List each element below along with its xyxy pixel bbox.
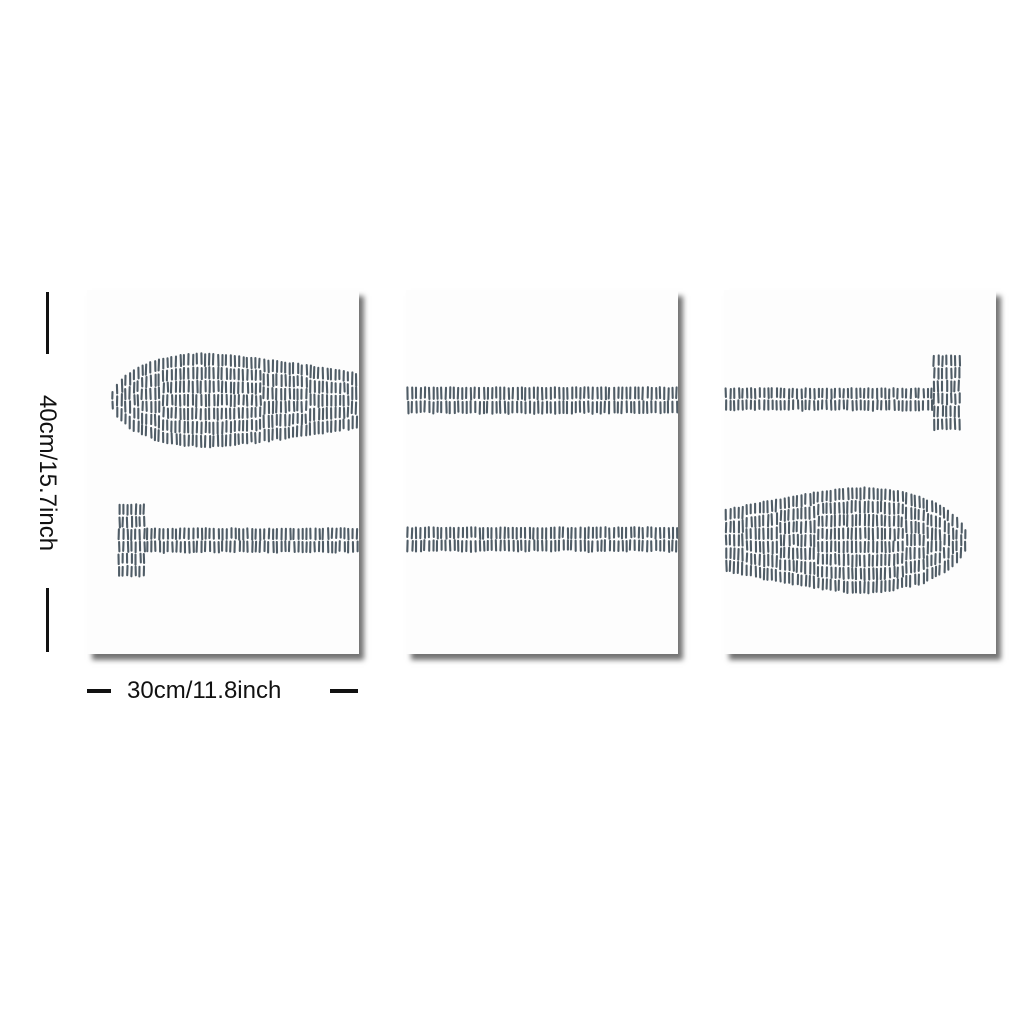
height-dimension-bar-top <box>46 292 49 354</box>
canvas-panel-middle <box>406 290 678 654</box>
paddle-blade <box>111 352 359 449</box>
paddle-grip <box>932 354 962 432</box>
paddle-shaft-bottom <box>406 526 678 554</box>
paddle-shaft-top <box>406 386 678 415</box>
width-dimension-label: 30cm/11.8inch <box>127 677 282 704</box>
canvas-panel-left <box>87 290 359 654</box>
paddle-art-middle <box>406 386 678 554</box>
height-dimension-label: 40cm/15.7inch <box>34 394 61 552</box>
paddle-blade <box>724 486 967 595</box>
paddle-shaft <box>145 527 359 555</box>
width-dimension-bar-left <box>87 689 111 693</box>
paddle-shaft <box>724 387 934 412</box>
paddle-grip <box>117 503 146 578</box>
paddle-art-right <box>724 354 967 595</box>
canvas-panel-right <box>724 290 996 654</box>
height-dimension-bar-bottom <box>46 588 49 652</box>
paddle-art-left <box>111 352 359 578</box>
width-dimension-bar-right <box>330 689 358 693</box>
